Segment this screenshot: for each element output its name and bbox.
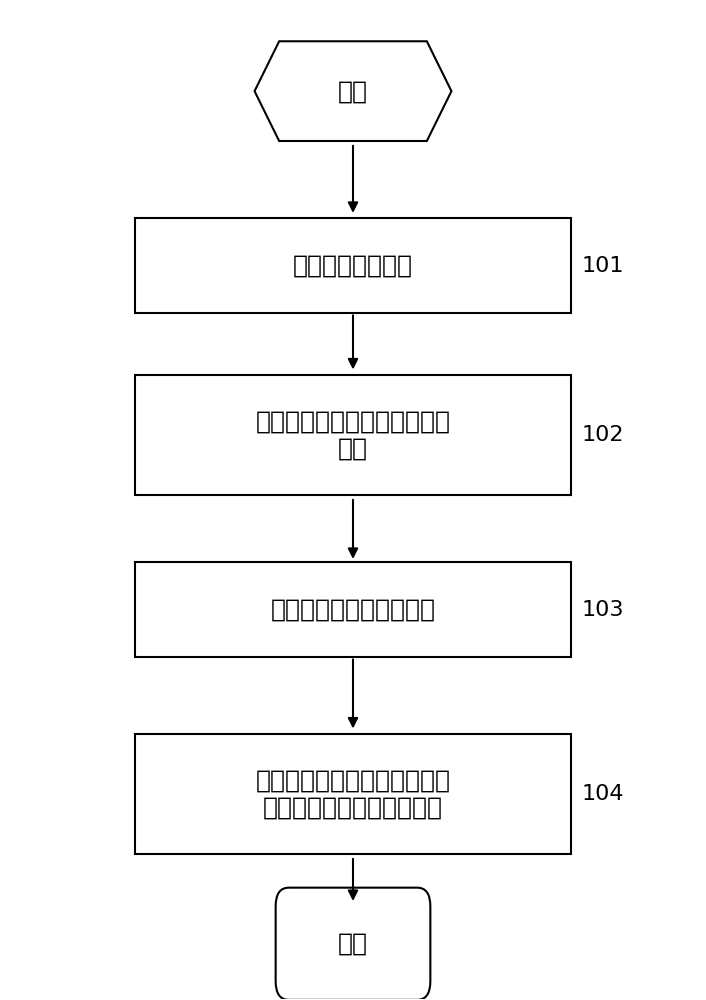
- Text: 锂离子电池的制备: 锂离子电池的制备: [293, 254, 413, 278]
- FancyBboxPatch shape: [135, 734, 571, 854]
- Text: 104: 104: [582, 784, 624, 804]
- Text: 开始: 开始: [338, 79, 368, 103]
- FancyBboxPatch shape: [135, 218, 571, 313]
- Polygon shape: [255, 41, 451, 141]
- Text: 结束: 结束: [338, 932, 368, 956]
- FancyBboxPatch shape: [135, 562, 571, 657]
- Text: 对采集的数据进行预处理: 对采集的数据进行预处理: [270, 598, 436, 622]
- FancyBboxPatch shape: [275, 888, 431, 1000]
- Text: 采集电压和比容量关系数据并
存储: 采集电压和比容量关系数据并 存储: [256, 409, 450, 461]
- Text: 103: 103: [582, 600, 624, 620]
- FancyBboxPatch shape: [135, 375, 571, 495]
- Text: 102: 102: [582, 425, 624, 445]
- Text: 101: 101: [582, 256, 624, 276]
- Text: 选择拟合方法，进行电压比容
量数据拟合，得到放电曲线: 选择拟合方法，进行电压比容 量数据拟合，得到放电曲线: [256, 768, 450, 820]
